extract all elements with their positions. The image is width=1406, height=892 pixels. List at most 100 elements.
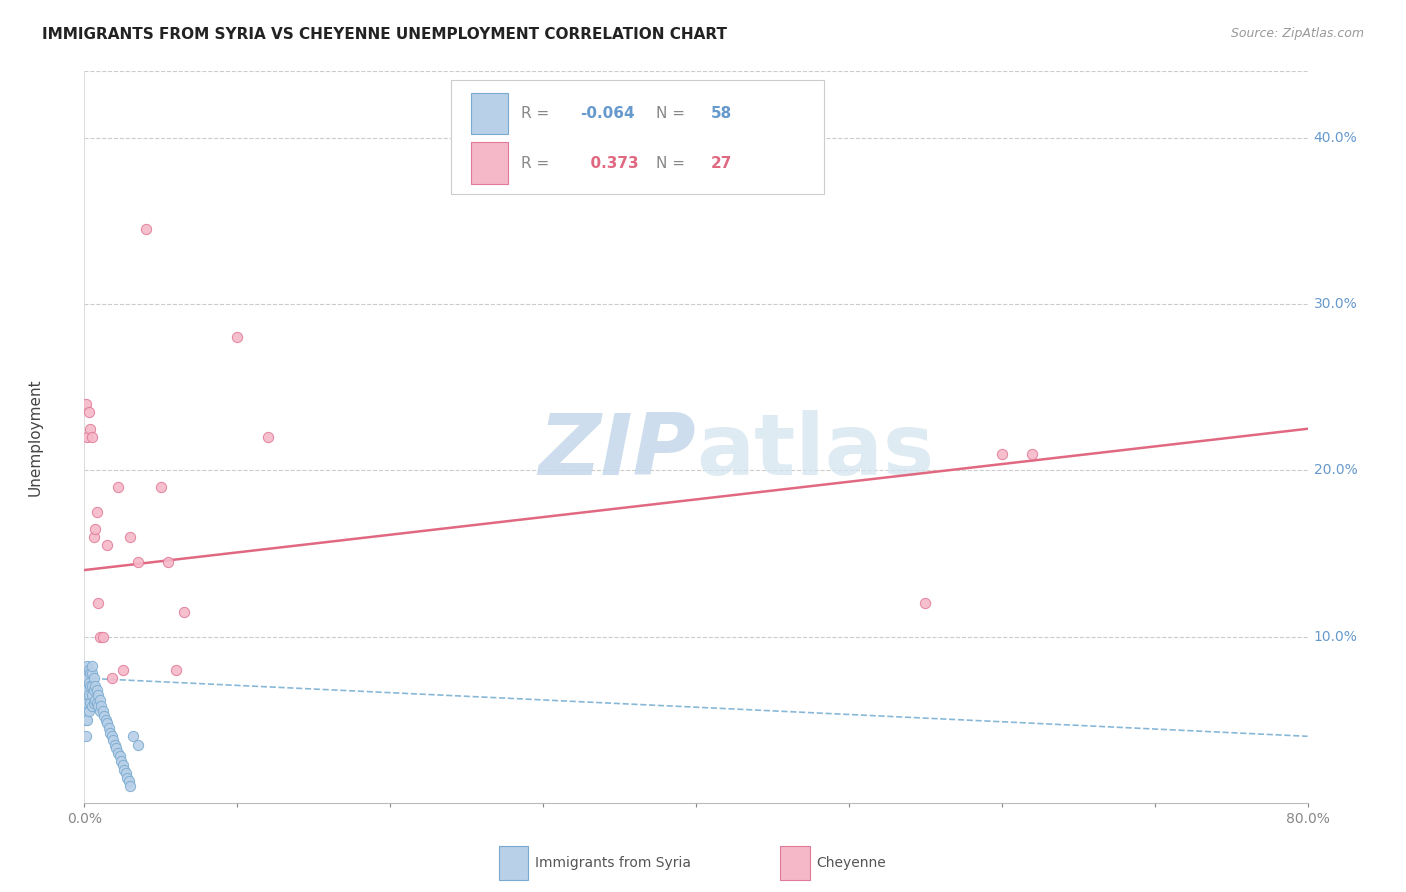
Text: Source: ZipAtlas.com: Source: ZipAtlas.com [1230,27,1364,40]
Point [75,688,97,702]
Point [112,763,135,777]
Point [96,538,118,552]
Point [107,480,129,494]
FancyBboxPatch shape [451,80,824,194]
Point [79,666,101,681]
Point [77,405,100,419]
Point [77,663,100,677]
Text: atlas: atlas [696,410,934,493]
Point [914,596,936,610]
Point [75,729,97,743]
FancyBboxPatch shape [471,93,508,135]
Point [80,659,103,673]
Point [87,699,110,714]
Text: N =: N = [655,156,685,171]
Point [118,774,141,789]
Point [84,692,107,706]
Point [76,696,98,710]
Point [80,666,103,681]
Point [110,754,132,768]
Point [111,663,134,677]
Point [89,630,111,644]
Point [83,671,105,685]
Point [75,696,97,710]
Text: Cheyenne: Cheyenne [815,855,886,870]
Point [107,746,129,760]
Point [83,696,105,710]
Point [76,671,98,685]
Point [77,705,100,719]
Point [80,688,103,702]
Point [75,680,97,694]
Point [75,671,97,685]
Point [1021,447,1043,461]
Text: N =: N = [655,106,685,121]
Text: 30.0%: 30.0% [1313,297,1357,311]
Point [157,555,180,569]
Point [83,682,105,697]
Point [90,699,112,714]
Point [226,330,249,344]
Point [108,749,131,764]
Point [86,505,108,519]
Point [79,422,101,436]
Point [84,680,107,694]
Point [111,757,134,772]
Point [98,726,121,740]
Point [103,732,125,747]
Point [75,397,97,411]
Text: ZIP: ZIP [538,410,696,493]
Text: 27: 27 [710,156,733,171]
Point [87,688,110,702]
Point [115,771,138,785]
Point [127,738,149,752]
Point [79,680,101,694]
Text: R =: R = [522,156,550,171]
Point [75,713,97,727]
Point [87,596,110,610]
Point [135,222,157,236]
Text: 58: 58 [710,106,733,121]
Text: Unemployment: Unemployment [28,378,44,496]
Point [83,530,105,544]
Text: 20.0%: 20.0% [1313,463,1357,477]
Text: 0.373: 0.373 [579,156,638,171]
Point [101,729,124,743]
Point [79,696,101,710]
Point [89,692,111,706]
Point [127,555,149,569]
Point [77,688,100,702]
Point [91,630,114,644]
Point [86,682,108,697]
Point [149,480,172,494]
Point [104,738,127,752]
Point [80,699,103,714]
Point [76,682,98,697]
Point [86,696,108,710]
Point [93,709,115,723]
Point [122,729,145,743]
FancyBboxPatch shape [471,143,508,184]
Point [80,680,103,694]
Point [120,530,142,544]
Point [991,447,1014,461]
Point [76,713,98,727]
FancyBboxPatch shape [499,846,529,880]
Point [80,430,103,444]
Point [75,705,97,719]
Point [89,705,111,719]
Text: -0.064: -0.064 [579,106,634,121]
Point [173,605,195,619]
Text: Immigrants from Syria: Immigrants from Syria [534,855,690,870]
FancyBboxPatch shape [780,846,810,880]
Point [257,430,280,444]
Point [120,779,142,793]
Point [96,716,118,731]
Text: 10.0%: 10.0% [1313,630,1358,643]
Point [76,659,98,673]
Point [84,521,107,535]
Point [91,705,114,719]
Point [114,765,136,780]
Point [76,430,98,444]
Point [94,713,117,727]
